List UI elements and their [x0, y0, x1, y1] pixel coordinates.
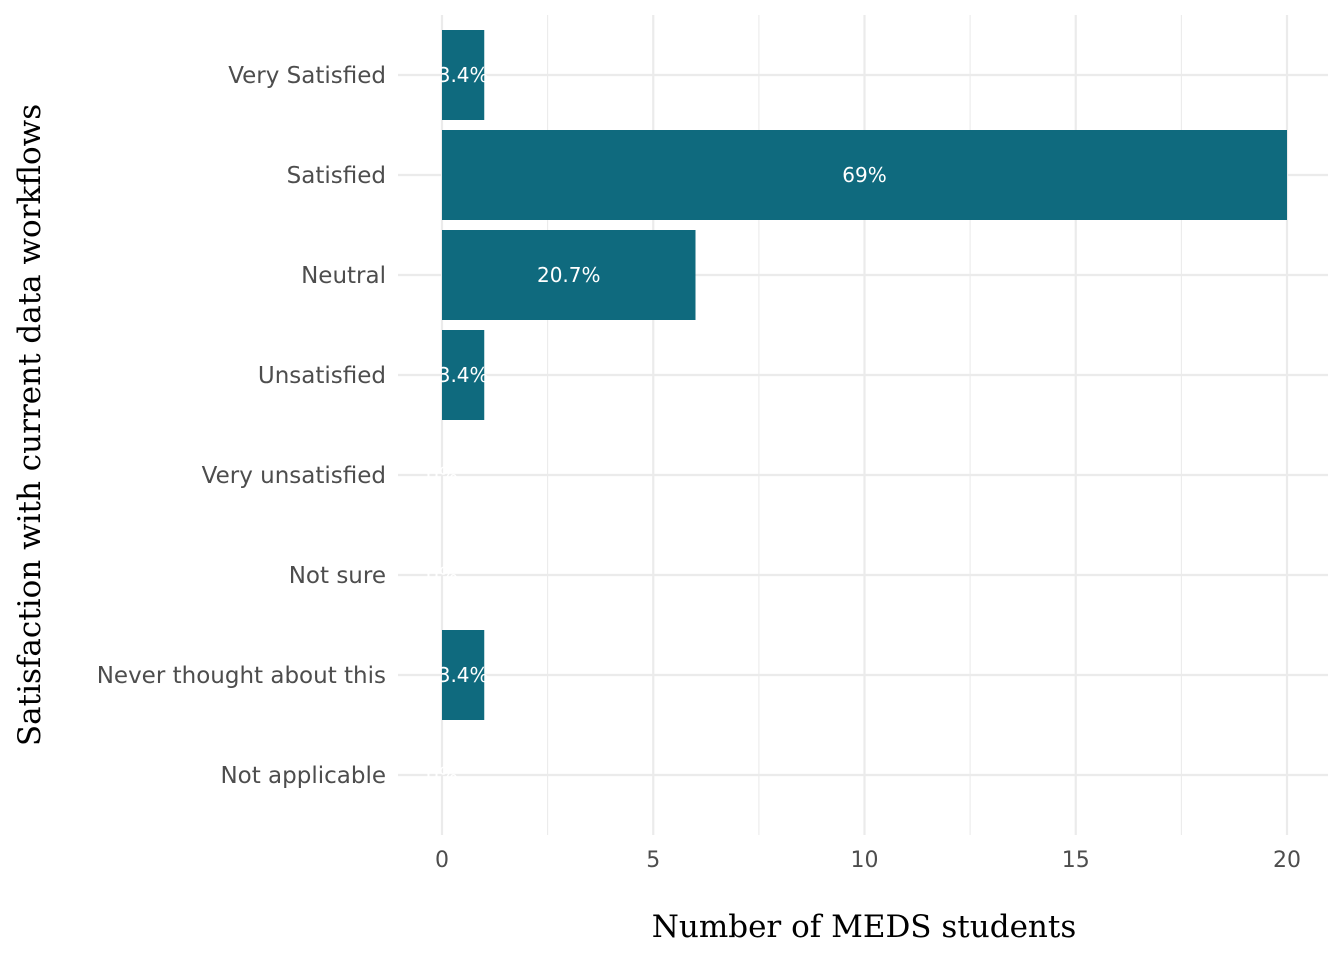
bar: [442, 130, 1287, 220]
y-axis-title: Satisfaction with current data workflows: [12, 104, 48, 746]
category-label: Not applicable: [220, 763, 386, 789]
bars: [442, 30, 1287, 720]
bar-data-label: 0%: [426, 763, 458, 787]
bar: [442, 30, 485, 120]
category-label: Unsatisfied: [258, 363, 386, 389]
x-tick-label: 20: [1273, 848, 1301, 873]
bar: [442, 230, 696, 320]
category-label: Satisfied: [287, 163, 386, 189]
bar: [442, 330, 485, 420]
category-label: Not sure: [289, 563, 386, 589]
x-tick-label: 0: [435, 848, 449, 873]
category-label: Never thought about this: [97, 663, 386, 689]
bar-data-label: 69%: [842, 163, 886, 187]
bar-data-labels: 3.4% 69% 20.7% 3.4% 0% 0% 3.4% 0%: [426, 63, 887, 787]
bar-data-label: 3.4%: [438, 663, 489, 687]
x-axis-title: Number of MEDS students: [652, 909, 1077, 945]
bar-data-label: 3.4%: [438, 63, 489, 87]
bar-data-label: 0%: [426, 563, 458, 587]
category-label: Very unsatisfied: [202, 463, 386, 489]
bar-data-label: 20.7%: [537, 263, 601, 287]
x-tick-label: 15: [1062, 848, 1090, 873]
x-tick-label: 10: [851, 848, 879, 873]
category-label: Neutral: [301, 263, 386, 289]
x-axis-tick-labels: 0 5 10 15 20: [435, 848, 1301, 873]
bar: [442, 630, 485, 720]
bar-data-label: 0%: [426, 463, 458, 487]
category-tick-labels: Very Satisfied Satisfied Neutral Unsatisfie…: [97, 63, 386, 789]
x-tick-label: 5: [646, 848, 660, 873]
category-label: Very Satisfied: [228, 63, 386, 89]
bar-data-label: 3.4%: [438, 363, 489, 387]
